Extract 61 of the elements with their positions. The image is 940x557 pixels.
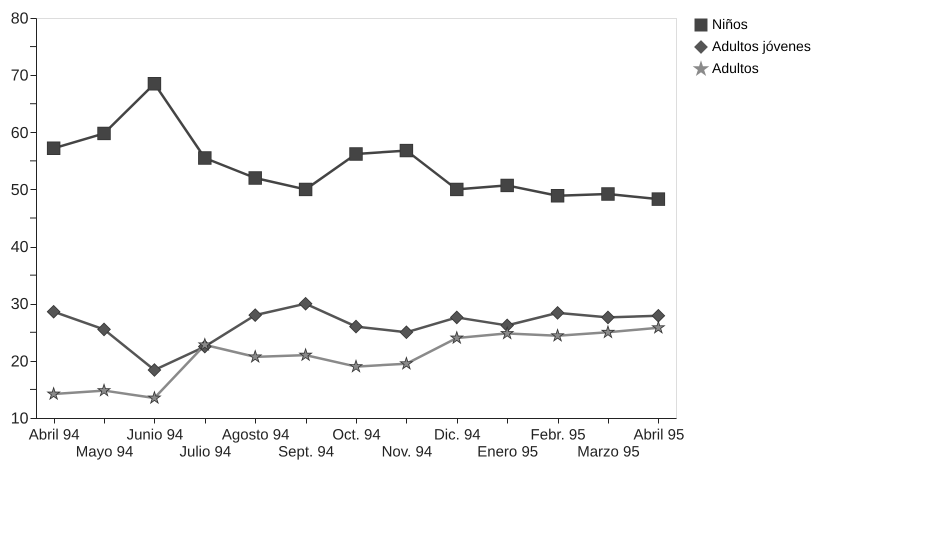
x-tick-label: Marzo 95: [577, 444, 640, 460]
legend-label: Adultos: [712, 60, 759, 76]
point: [550, 306, 564, 320]
point: [500, 326, 514, 339]
point: [551, 328, 564, 342]
point: [248, 308, 262, 322]
point: [450, 182, 464, 196]
point: [148, 391, 161, 404]
point: [47, 387, 60, 400]
point: [652, 308, 666, 322]
x-tick-label: Sept. 94: [278, 444, 334, 460]
point: [98, 384, 110, 396]
y-tick-label: 50: [10, 182, 29, 199]
point: [350, 360, 362, 372]
x-tick-label: Febr. 95: [530, 426, 586, 444]
x-tick-label: Dic. 94: [434, 426, 481, 444]
legend-label: Adultos jóvenes: [712, 38, 811, 54]
point: [400, 144, 414, 158]
point: [298, 182, 312, 196]
point: [500, 178, 514, 192]
point: [550, 188, 564, 202]
y-tick-label: 10: [10, 410, 29, 428]
y-tick-label: 20: [10, 353, 29, 370]
point: [349, 320, 363, 334]
legend-label: Niños: [712, 16, 748, 32]
point: [46, 304, 60, 318]
y-tick-label: 80: [10, 10, 29, 28]
x-tick-label: Abril 94: [28, 426, 80, 444]
x-tick-label: Agosto 94: [222, 426, 290, 444]
point: [450, 331, 464, 344]
point: [450, 310, 464, 324]
point: [299, 348, 312, 361]
x-tick-label: Abril 95: [633, 426, 684, 444]
point: [248, 350, 262, 362]
point: [97, 322, 111, 336]
point: [652, 192, 666, 206]
point: [198, 151, 212, 165]
x-tick-label: Nov. 94: [382, 444, 432, 460]
y-tick-label: 70: [10, 68, 29, 85]
x-tick-label: Mayo 94: [76, 444, 134, 460]
point: [652, 320, 665, 334]
x-tick-label: Junio 94: [126, 426, 184, 444]
point: [46, 142, 60, 156]
point: [148, 76, 162, 90]
y-tick-label: 40: [10, 239, 29, 256]
x-tick-label: Julio 94: [179, 444, 232, 460]
point: [601, 310, 615, 324]
x-tick-label: Oct. 94: [332, 426, 381, 444]
y-tick-label: 30: [10, 296, 29, 314]
point: [198, 338, 212, 350]
point: [148, 363, 162, 377]
point: [97, 126, 111, 140]
point: [400, 356, 413, 370]
y-tick-label: 60: [10, 124, 29, 142]
point: [400, 326, 414, 340]
point: [601, 187, 615, 201]
point: [298, 296, 312, 310]
x-tick-label: Enero 95: [477, 444, 538, 460]
point: [349, 147, 363, 161]
point: [602, 326, 614, 338]
point: [248, 171, 262, 185]
